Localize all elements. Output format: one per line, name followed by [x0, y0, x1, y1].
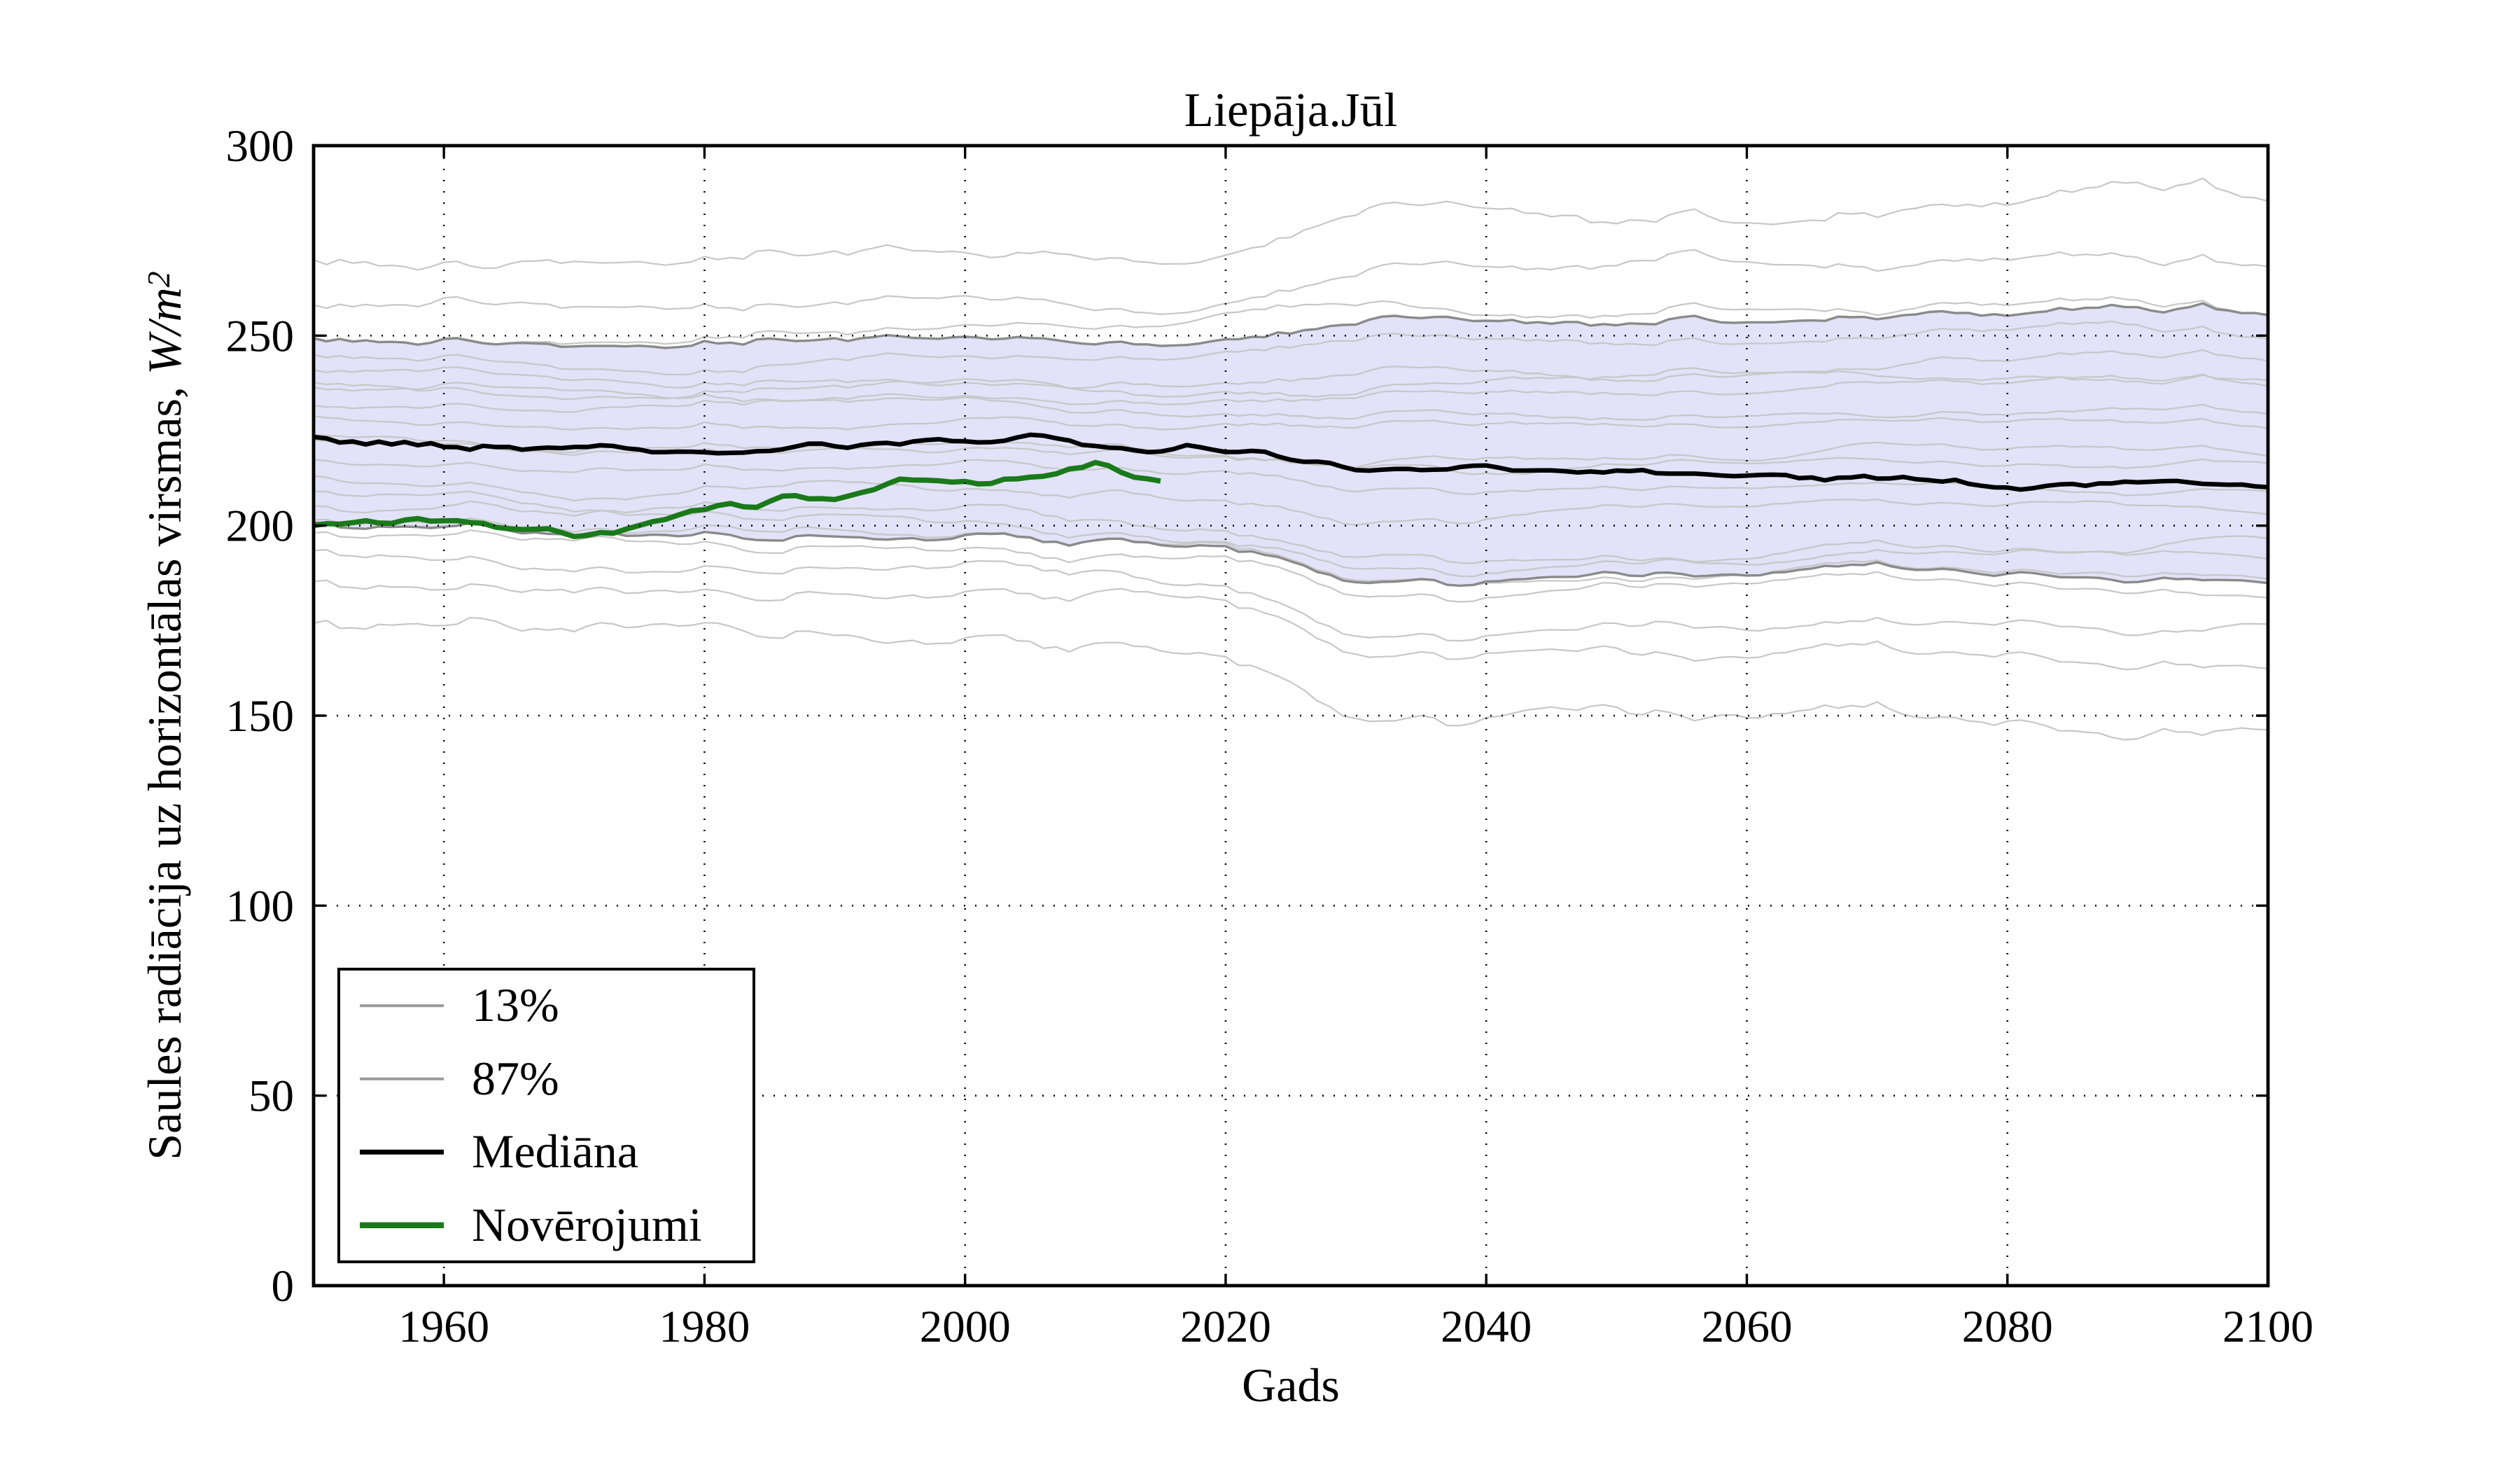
- svg-text:2020: 2020: [1180, 1302, 1271, 1352]
- svg-text:2040: 2040: [1441, 1302, 1532, 1352]
- svg-text:2000: 2000: [920, 1302, 1011, 1352]
- svg-text:2100: 2100: [2222, 1302, 2314, 1352]
- svg-text:2080: 2080: [1962, 1302, 2053, 1352]
- svg-text:Mediāna: Mediāna: [472, 1125, 638, 1178]
- svg-text:Saules radiācija uz horizontāl: Saules radiācija uz horizontālas virsmas…: [138, 271, 191, 1160]
- svg-text:2060: 2060: [1702, 1302, 1793, 1352]
- svg-text:250: 250: [226, 311, 295, 361]
- svg-text:1960: 1960: [398, 1302, 489, 1352]
- svg-text:300: 300: [226, 121, 295, 172]
- svg-text:150: 150: [226, 691, 295, 742]
- svg-text:87%: 87%: [472, 1052, 559, 1105]
- svg-text:Liepāja.Jūl: Liepāja.Jūl: [1184, 83, 1398, 137]
- svg-text:Gads: Gads: [1242, 1358, 1340, 1412]
- svg-text:Novērojumi: Novērojumi: [472, 1198, 702, 1251]
- svg-text:13%: 13%: [472, 978, 559, 1031]
- svg-text:1980: 1980: [659, 1302, 750, 1352]
- svg-text:0: 0: [272, 1261, 295, 1312]
- svg-text:100: 100: [226, 881, 295, 931]
- svg-text:50: 50: [248, 1071, 294, 1122]
- svg-text:200: 200: [226, 501, 295, 552]
